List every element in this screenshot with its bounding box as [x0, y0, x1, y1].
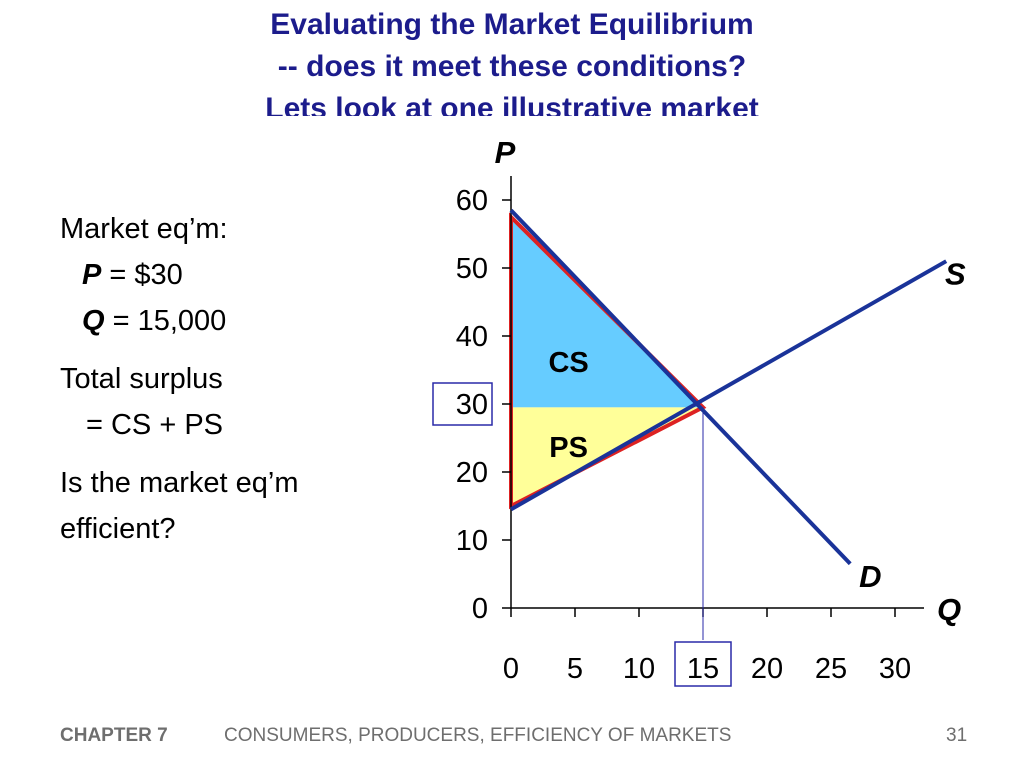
y-tick-label: 10: [456, 525, 488, 557]
equilibrium-quantity: Q = 15,000: [60, 298, 299, 344]
total-surplus-formula: = CS + PS: [86, 409, 224, 441]
y-axis-ticks: 0 10 20 30 40 50 60: [456, 185, 511, 625]
x-tick-label: 0: [503, 653, 519, 685]
x-tick-label: 30: [879, 653, 911, 685]
quantity-variable: Q: [82, 305, 105, 337]
market-eqm-heading: Market eq’m:: [60, 213, 228, 245]
equilibrium-quantity-highlight-box: [674, 641, 732, 687]
title-line-1: Evaluating the Market Equilibrium: [270, 8, 754, 41]
efficiency-question-line-2: efficient?: [60, 513, 176, 545]
x-axis-ticks: 0 5 10 15 20 25 30: [503, 608, 911, 685]
title-line-3: Lets look at one illustrative market: [265, 92, 759, 116]
footer-title: CONSUMERS, PRODUCERS, EFFICIENCY OF MARK…: [224, 725, 732, 746]
x-tick-label: 15: [687, 653, 719, 685]
title-line-2: -- does it meet these conditions?: [277, 50, 747, 83]
y-tick-label: 0: [472, 593, 488, 625]
y-tick-label: 30: [456, 389, 488, 421]
y-tick-label: 50: [456, 253, 488, 285]
demand-label: D: [859, 559, 881, 594]
x-tick-label: 25: [815, 653, 847, 685]
x-axis-label: Q: [937, 592, 961, 627]
quantity-value: = 15,000: [104, 305, 227, 337]
supply-curve: [510, 259, 948, 512]
equilibrium-price: P = $30: [60, 252, 299, 298]
supply-label: S: [945, 256, 966, 291]
price-value: = $30: [101, 259, 183, 291]
x-tick-label: 10: [623, 653, 655, 685]
footer-chapter: CHAPTER 7: [60, 725, 168, 746]
x-tick-label: 20: [751, 653, 783, 685]
price-variable: P: [82, 259, 102, 291]
supply-demand-chart: 0 10 20 30 40 50 60 0 5 10 15 20 25 30 CS PS D S P Q: [432, 135, 966, 687]
consumer-surplus-label: CS: [548, 347, 588, 379]
total-surplus-label: Total surplus: [60, 363, 223, 395]
y-tick-label: 20: [456, 457, 488, 489]
efficiency-question-line-1: Is the market eq’m: [60, 467, 299, 499]
demand-curve: [509, 208, 852, 566]
x-tick-label: 5: [567, 653, 583, 685]
producer-surplus-label: PS: [549, 432, 588, 464]
slide-title: Evaluating the Market Equilibrium -- doe…: [0, 4, 1024, 116]
page-number: 31: [946, 725, 968, 746]
market-summary: Market eq’m: P = $30 Q = 15,000 Total su…: [60, 206, 299, 552]
y-axis-label: P: [495, 135, 516, 170]
equilibrium-price-highlight-box: [432, 382, 493, 426]
y-tick-label: 40: [456, 321, 488, 353]
y-tick-label: 60: [456, 185, 488, 217]
